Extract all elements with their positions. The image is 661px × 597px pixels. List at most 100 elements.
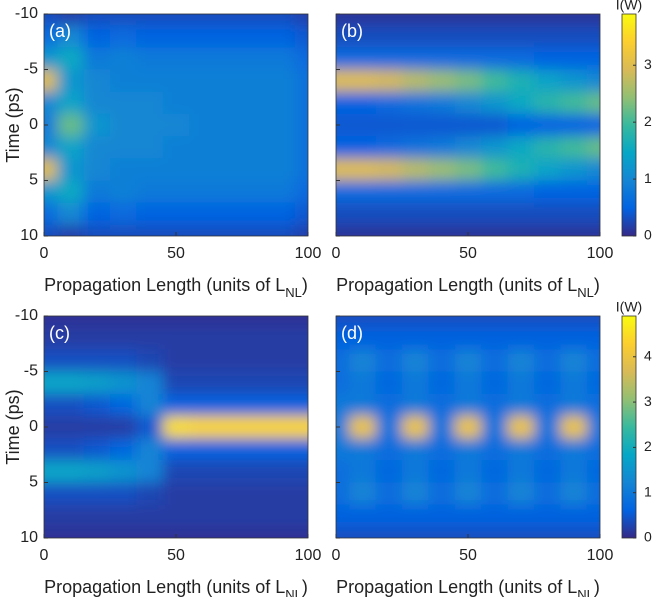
heat-cell: [586, 224, 600, 236]
heat-cell: [534, 136, 561, 159]
heat-cell: [349, 69, 377, 93]
heat-cell: [586, 47, 600, 70]
heat-cell: [349, 526, 377, 538]
heat-cell: [534, 482, 561, 506]
heat-cell: [136, 526, 164, 538]
heat-cell: [189, 25, 217, 48]
heat-cell: [481, 415, 509, 439]
heat-cell: [162, 460, 190, 483]
heat-cell: [586, 136, 600, 159]
x-axis-label-part: Propagation Length (units of L: [336, 577, 577, 597]
heat-cell: [534, 47, 561, 70]
heat-cell: [242, 415, 269, 439]
heat-cell: [83, 371, 111, 395]
heat-cell: [57, 158, 85, 181]
colorbar-tick-label: 0: [644, 227, 652, 243]
x-axis-label-part: NL: [285, 285, 302, 300]
heat-cell: [268, 460, 296, 483]
heat-cell: [402, 224, 429, 236]
heat-cell: [83, 316, 111, 328]
heat-cell: [136, 180, 164, 204]
heat-cell: [402, 113, 429, 137]
heat-cell: [454, 371, 482, 395]
heat-cell: [560, 327, 588, 350]
heat-cell: [336, 14, 350, 26]
heat-cell: [215, 202, 243, 226]
x-axis-label-part: ): [302, 577, 308, 597]
heat-cell: [83, 113, 111, 137]
heat-cell: [268, 526, 296, 538]
colorbar-label: I(W): [616, 299, 642, 315]
heat-cell: [242, 136, 269, 159]
heat-cell: [57, 438, 85, 461]
heat-cell: [44, 526, 58, 538]
heat-cell: [534, 349, 561, 372]
colorbar-label: I(W): [616, 0, 642, 13]
heat-cell: [44, 438, 58, 461]
heat-cell: [57, 136, 85, 159]
heat-cell: [44, 180, 58, 204]
heat-cell: [349, 91, 377, 115]
heat-cell: [481, 158, 509, 181]
heat-cell: [560, 91, 588, 115]
heat-cell: [110, 327, 137, 350]
heat-cell: [402, 504, 429, 528]
heat-cell: [136, 47, 164, 70]
heat-cell: [136, 69, 164, 93]
y-tick-label: 0: [29, 116, 38, 133]
heat-cell: [162, 415, 190, 439]
heat-cell: [481, 202, 509, 226]
panel-label: (d): [341, 323, 363, 343]
heat-cell: [349, 47, 377, 70]
heat-cell: [402, 69, 429, 93]
x-axis-label-part: ): [302, 275, 308, 295]
heat-cell: [507, 438, 535, 461]
heat-cell: [242, 91, 269, 115]
heat-cell: [44, 25, 58, 48]
heat-cell: [428, 460, 456, 483]
heat-cell: [189, 158, 217, 181]
heat-cell: [481, 136, 509, 159]
panel-label: (a): [49, 21, 71, 41]
heat-cell: [44, 504, 58, 528]
heat-cell: [507, 393, 535, 417]
heat-cell: [375, 224, 403, 236]
heat-cell: [336, 349, 350, 372]
heat-cell: [454, 25, 482, 48]
heat-cell: [349, 415, 377, 439]
heat-cell: [534, 158, 561, 181]
heat-cell: [242, 526, 269, 538]
heat-cell: [294, 460, 308, 483]
heatmap-clip: [44, 14, 308, 236]
heat-cell: [242, 438, 269, 461]
x-axis-label: Propagation Length (units of LNL): [336, 577, 600, 597]
heat-cell: [189, 113, 217, 137]
heat-cell: [349, 327, 377, 350]
heat-cell: [162, 69, 190, 93]
heat-cell: [586, 526, 600, 538]
heat-cell: [294, 482, 308, 506]
heat-cell: [560, 349, 588, 372]
heat-cell: [349, 14, 377, 26]
heat-cell: [215, 438, 243, 461]
heat-cell: [136, 136, 164, 159]
heat-cell: [57, 69, 85, 93]
heat-cell: [428, 526, 456, 538]
heat-cell: [454, 180, 482, 204]
heat-cell: [110, 25, 137, 48]
heat-cell: [268, 158, 296, 181]
heat-cell: [189, 438, 217, 461]
heat-cell: [560, 136, 588, 159]
heat-cell: [402, 415, 429, 439]
heat-cell: [162, 47, 190, 70]
heat-cell: [57, 371, 85, 395]
heat-cell: [110, 393, 137, 417]
heat-cell: [375, 113, 403, 137]
heat-cell: [375, 316, 403, 328]
heat-cell: [481, 113, 509, 137]
heat-cell: [44, 202, 58, 226]
heat-cell: [375, 69, 403, 93]
heat-cell: [534, 202, 561, 226]
heat-cell: [83, 47, 111, 70]
heat-cell: [336, 136, 350, 159]
